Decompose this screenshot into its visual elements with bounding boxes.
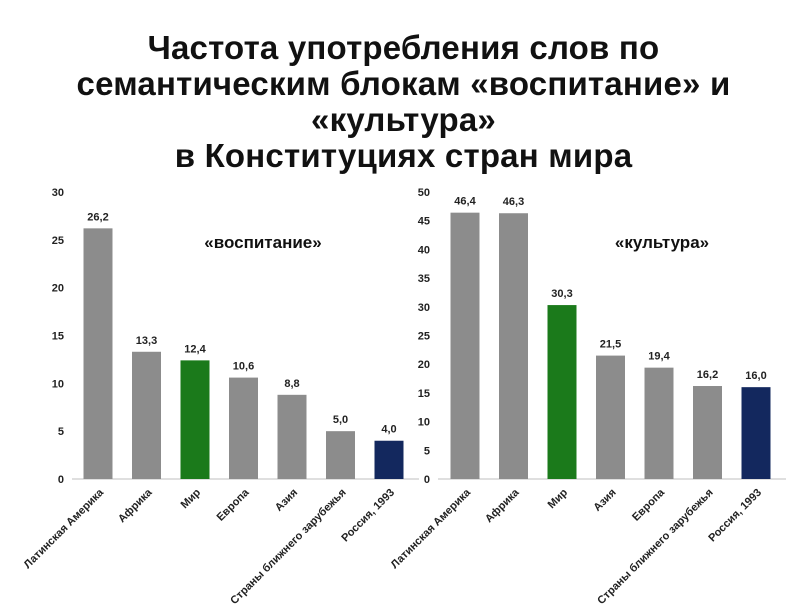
left-bar [83,228,113,479]
right-category-label: Мир [546,486,571,511]
right-bar [450,212,480,479]
right-y-tick-label: 10 [418,417,430,429]
right-bar [644,367,674,479]
right-y-tick-label: 35 [418,273,430,285]
right-data-label: 19,4 [648,351,670,363]
title-line-3: «культура» [311,101,496,138]
left-bar [180,360,210,479]
left-y-tick-label: 0 [58,474,64,486]
left-data-label: 13,3 [136,335,157,347]
right-category-label: Латинская Америка [389,486,474,571]
right-y-tick-label: 20 [418,359,430,371]
right-data-label: 16,0 [745,370,766,382]
right-y-tick-label: 25 [418,331,430,343]
right-y-tick-label: 0 [424,474,430,486]
left-y-tick-label: 15 [52,331,64,343]
right-data-label: 46,3 [503,196,524,208]
right-category-label: Азия [591,487,618,514]
left-y-tick-label: 10 [52,378,64,390]
left-bar [326,431,355,479]
left-bar [277,394,307,479]
left-data-label: 4,0 [381,424,396,436]
left-data-label: 10,6 [233,361,254,373]
right-bar [547,305,577,479]
left-y-tick-label: 5 [58,426,64,438]
right-y-tick-label: 15 [418,388,430,400]
right-data-label: 16,2 [697,369,718,381]
title-line-4: в Конституциях стран мира [174,137,633,174]
left-data-label: 5,0 [333,414,348,426]
right-y-tick-label: 30 [418,302,430,314]
right-y-tick-label: 45 [418,216,430,228]
left-data-label: 8,8 [284,378,299,390]
right-y-tick-label: 50 [418,187,430,199]
left-annotation: «воспитание» [204,233,321,252]
left-y-tick-label: 30 [52,187,64,199]
right-bar [741,387,771,479]
right-y-tick-label: 40 [418,244,430,256]
title-line-1: Частота употребления слов по [147,29,660,66]
left-y-tick-label: 20 [52,283,64,295]
right-bar [499,213,528,479]
right-bar [693,386,722,479]
left-bar [374,440,404,479]
right-bar [596,355,625,479]
right-data-label: 21,5 [600,339,621,351]
left-bar [132,351,161,479]
left-y-tick-label: 25 [52,235,64,247]
right-annotation: «культура» [615,233,709,252]
left-data-label: 26,2 [87,211,108,223]
left-data-label: 12,4 [184,343,206,355]
right-data-label: 46,4 [454,196,476,208]
chart-title: Частота употребления слов по семантическ… [0,30,807,174]
right-data-label: 30,3 [551,288,572,300]
title-line-2: семантическим блокам «воспитание» и [76,65,731,102]
left-bar [229,377,258,479]
right-category-label: Африка [483,486,522,525]
right-category-label: Европа [630,486,668,524]
right-y-tick-label: 5 [424,445,430,457]
